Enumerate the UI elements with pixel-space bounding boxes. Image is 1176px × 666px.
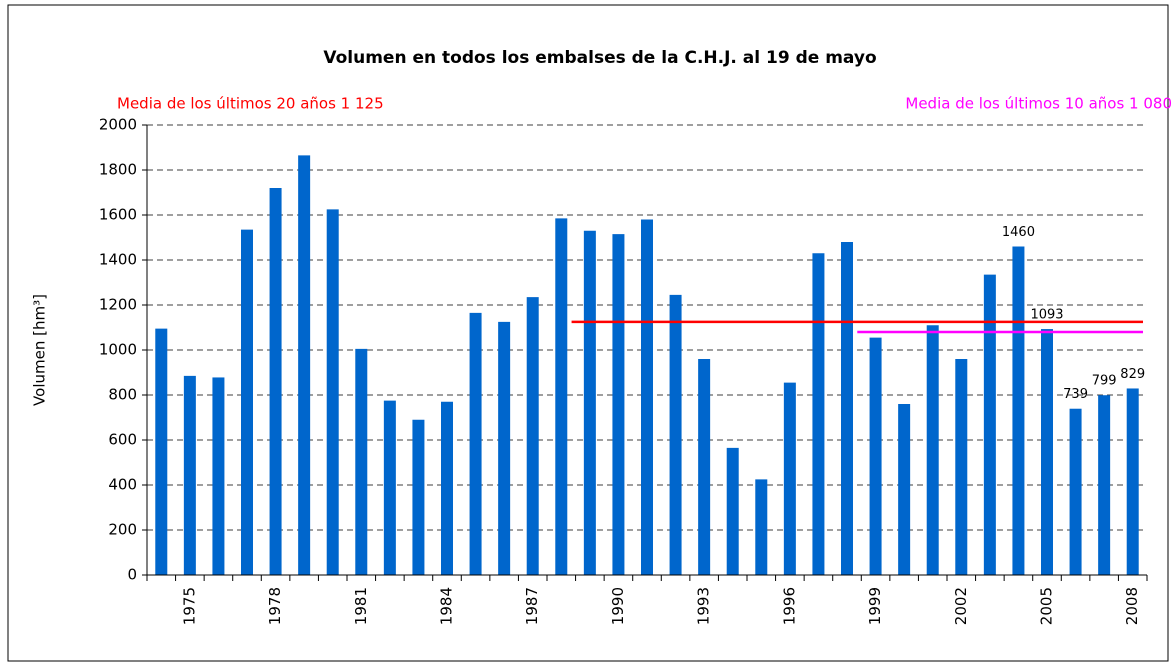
x-tick-label: 2005 xyxy=(1038,587,1056,625)
x-tick-label: 1987 xyxy=(523,587,541,625)
bar xyxy=(298,155,311,575)
bar xyxy=(583,230,596,575)
y-tick-label: 2000 xyxy=(99,116,137,134)
bar xyxy=(755,479,768,575)
bar xyxy=(412,419,425,575)
y-tick-label: 1200 xyxy=(99,296,137,314)
bar xyxy=(869,337,882,575)
bar xyxy=(1098,395,1111,575)
y-axis-label: Volumen [hm³] xyxy=(31,294,49,406)
bar xyxy=(241,229,253,575)
reference-label: Media de los últimos 10 años 1 080 xyxy=(905,95,1172,113)
bar xyxy=(441,401,453,575)
bar xyxy=(1069,408,1082,575)
bar xyxy=(983,274,996,575)
bar xyxy=(526,297,539,575)
bar xyxy=(669,294,682,575)
bar xyxy=(1126,388,1139,575)
y-tick-label: 0 xyxy=(127,566,137,584)
x-tick-label: 2008 xyxy=(1123,587,1141,625)
bar xyxy=(383,400,396,575)
value-label: 1093 xyxy=(1030,308,1063,323)
bar xyxy=(898,404,911,575)
bar xyxy=(469,312,482,575)
bar xyxy=(955,359,968,575)
y-tick-label: 200 xyxy=(108,521,137,539)
x-tick-label: 2002 xyxy=(952,587,970,625)
bar xyxy=(841,242,853,575)
y-tick-label: 1800 xyxy=(99,161,137,179)
bar xyxy=(355,348,368,575)
bar xyxy=(1041,329,1053,575)
bar xyxy=(269,188,282,575)
bar xyxy=(612,234,625,575)
y-tick-label: 1600 xyxy=(99,206,137,224)
x-tick-label: 1993 xyxy=(695,587,713,625)
reference-label: Media de los últimos 20 años 1 125 xyxy=(117,95,384,113)
y-tick-label: 1400 xyxy=(99,251,137,269)
y-tick-label: 400 xyxy=(108,476,137,494)
value-label: 799 xyxy=(1092,374,1117,389)
x-tick-label: 1996 xyxy=(780,587,798,625)
bar xyxy=(926,325,939,575)
y-tick-label: 600 xyxy=(108,431,137,449)
bar xyxy=(183,375,196,575)
bar xyxy=(498,321,511,575)
y-tick-label: 1000 xyxy=(99,341,137,359)
bar xyxy=(812,253,825,575)
value-label: 739 xyxy=(1063,387,1088,402)
x-tick-label: 1981 xyxy=(352,587,370,625)
y-tick-label: 800 xyxy=(108,386,137,404)
value-label: 829 xyxy=(1120,367,1145,382)
bar xyxy=(555,218,568,575)
bar xyxy=(155,328,168,575)
x-tick-label: 1984 xyxy=(438,587,456,625)
bar xyxy=(212,377,225,575)
x-tick-label: 1999 xyxy=(866,587,884,625)
bar xyxy=(641,219,653,575)
bar xyxy=(726,447,739,575)
chart-title: Volumen en todos los embalses de la C.H.… xyxy=(323,48,876,68)
bar xyxy=(783,382,796,575)
value-label: 1460 xyxy=(1002,225,1035,240)
bar xyxy=(1012,246,1025,575)
x-tick-label: 1975 xyxy=(180,587,198,625)
x-tick-label: 1990 xyxy=(609,587,627,625)
bar xyxy=(326,209,339,575)
x-tick-label: 1978 xyxy=(266,587,284,625)
bar xyxy=(698,359,711,575)
